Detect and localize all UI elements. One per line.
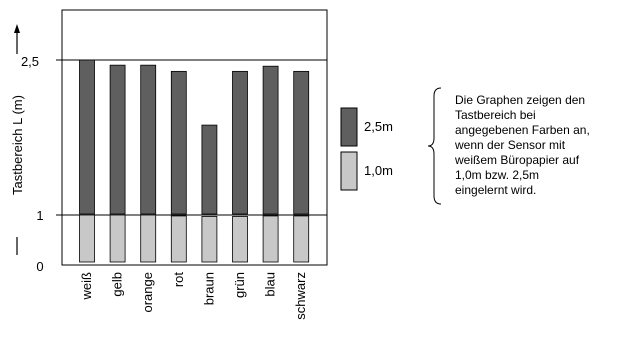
x-tick-label-weiß: weiß xyxy=(79,272,94,301)
x-tick-label-grün: grün xyxy=(232,272,247,298)
x-tick-label-blau: blau xyxy=(263,272,278,297)
bar-1-0m-grün xyxy=(232,216,248,263)
bar-1-0m-orange xyxy=(140,214,157,263)
curly-brace-icon xyxy=(427,87,442,205)
x-tick-label-orange: orange xyxy=(140,272,155,312)
bar-1-0m-gelb xyxy=(109,214,126,263)
bar-2-5m-gelb xyxy=(109,64,126,215)
ytick-label-0: 0 xyxy=(36,259,43,274)
bar-1-0m-blau xyxy=(262,215,279,263)
x-tick-label-schwarz: schwarz xyxy=(293,272,308,320)
bar-2-5m-grün xyxy=(232,70,248,215)
x-tick-label-rot: rot xyxy=(171,272,186,288)
legend-swatch-2-5m xyxy=(340,107,358,147)
bar-2-5m-schwarz xyxy=(293,70,310,215)
bar-1-0m-schwarz xyxy=(293,215,310,263)
legend-label-1-0m: 1,0m xyxy=(364,163,393,178)
bar-2-5m-blau xyxy=(262,65,279,215)
bar-2-5m-orange xyxy=(140,64,157,215)
x-tick-label-gelb: gelb xyxy=(110,272,125,297)
ytick-label-1: 1 xyxy=(36,208,43,223)
bar-2-5m-weiß xyxy=(79,59,95,215)
y-axis-label: Tastbereich L (m) xyxy=(10,95,25,195)
ytick-label-2-5: 2,5 xyxy=(21,54,39,69)
legend-label-2-5m: 2,5m xyxy=(364,119,393,134)
bars xyxy=(79,59,310,263)
explanation-note: Die Graphen zeigen den Tastbereich bei a… xyxy=(455,93,590,197)
y-axis-arrowhead xyxy=(14,24,20,33)
bar-1-0m-braun xyxy=(201,216,218,263)
bar-1-0m-weiß xyxy=(79,214,95,263)
x-tick-labels: weiß gelb orange rot braun grün blau schwarz xyxy=(79,272,308,320)
plot-frame xyxy=(61,9,328,266)
bar-2-5m-braun xyxy=(201,124,218,215)
legend-swatch-1-0m xyxy=(340,151,358,191)
bar-2-5m-rot xyxy=(170,70,187,215)
bar-1-0m-rot xyxy=(170,215,187,263)
x-tick-label-braun: braun xyxy=(201,272,216,305)
